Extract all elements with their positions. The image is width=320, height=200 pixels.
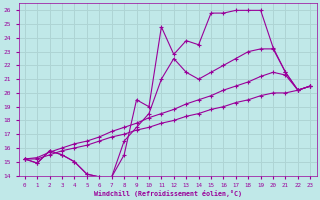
X-axis label: Windchill (Refroidissement éolien,°C): Windchill (Refroidissement éolien,°C) — [93, 190, 242, 197]
